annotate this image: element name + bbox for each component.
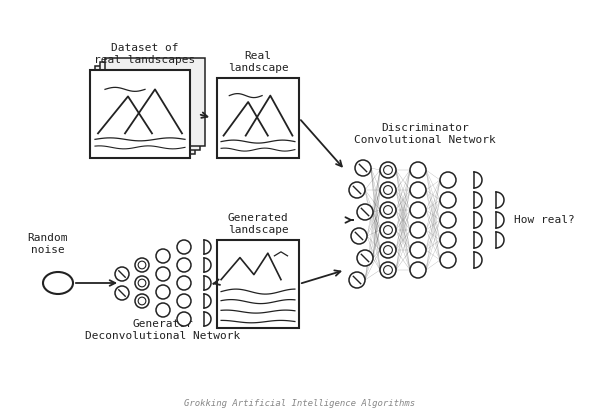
Circle shape — [383, 266, 392, 274]
Circle shape — [138, 279, 146, 287]
Circle shape — [380, 242, 396, 258]
Circle shape — [349, 272, 365, 288]
Circle shape — [383, 186, 392, 194]
Text: Dataset of
real landscapes: Dataset of real landscapes — [94, 43, 196, 65]
Bar — [217, 78, 299, 158]
Circle shape — [383, 206, 392, 214]
Circle shape — [355, 160, 371, 176]
Circle shape — [380, 162, 396, 178]
Circle shape — [115, 267, 129, 281]
Circle shape — [349, 182, 365, 198]
Circle shape — [177, 294, 191, 308]
Bar — [95, 66, 195, 154]
Text: How real?: How real? — [514, 215, 575, 225]
Circle shape — [440, 212, 456, 228]
Circle shape — [410, 222, 426, 238]
Circle shape — [410, 162, 426, 178]
Circle shape — [410, 202, 426, 218]
Circle shape — [138, 297, 146, 305]
Circle shape — [156, 285, 170, 299]
Circle shape — [380, 262, 396, 278]
Circle shape — [177, 258, 191, 272]
Text: Real
landscape: Real landscape — [227, 51, 289, 73]
Bar — [90, 70, 190, 158]
Circle shape — [383, 246, 392, 254]
Circle shape — [410, 242, 426, 258]
Text: Generated
landscape: Generated landscape — [227, 214, 289, 235]
Circle shape — [135, 276, 149, 290]
Circle shape — [380, 222, 396, 238]
Text: Random
noise: Random noise — [28, 234, 68, 255]
Circle shape — [357, 204, 373, 220]
Circle shape — [177, 312, 191, 326]
Ellipse shape — [43, 272, 73, 294]
Circle shape — [410, 262, 426, 278]
Text: Grokking Artificial Intelligence Algorithms: Grokking Artificial Intelligence Algorit… — [184, 399, 416, 408]
Circle shape — [440, 232, 456, 248]
Circle shape — [357, 250, 373, 266]
Bar — [100, 62, 200, 150]
Bar — [217, 240, 299, 328]
Circle shape — [135, 294, 149, 308]
Circle shape — [135, 258, 149, 272]
Text: Discriminator
Convolutional Network: Discriminator Convolutional Network — [354, 123, 496, 145]
Circle shape — [440, 172, 456, 188]
Circle shape — [440, 252, 456, 268]
Circle shape — [156, 303, 170, 317]
Circle shape — [351, 228, 367, 244]
Circle shape — [380, 182, 396, 198]
Circle shape — [115, 286, 129, 300]
Bar — [105, 58, 205, 146]
Circle shape — [440, 192, 456, 208]
Circle shape — [177, 276, 191, 290]
Circle shape — [410, 182, 426, 198]
Circle shape — [383, 166, 392, 174]
Text: Generator
Deconvolutional Network: Generator Deconvolutional Network — [85, 319, 241, 341]
Circle shape — [177, 240, 191, 254]
Circle shape — [138, 261, 146, 269]
Circle shape — [383, 226, 392, 234]
Circle shape — [156, 267, 170, 281]
Circle shape — [380, 202, 396, 218]
Circle shape — [156, 249, 170, 263]
